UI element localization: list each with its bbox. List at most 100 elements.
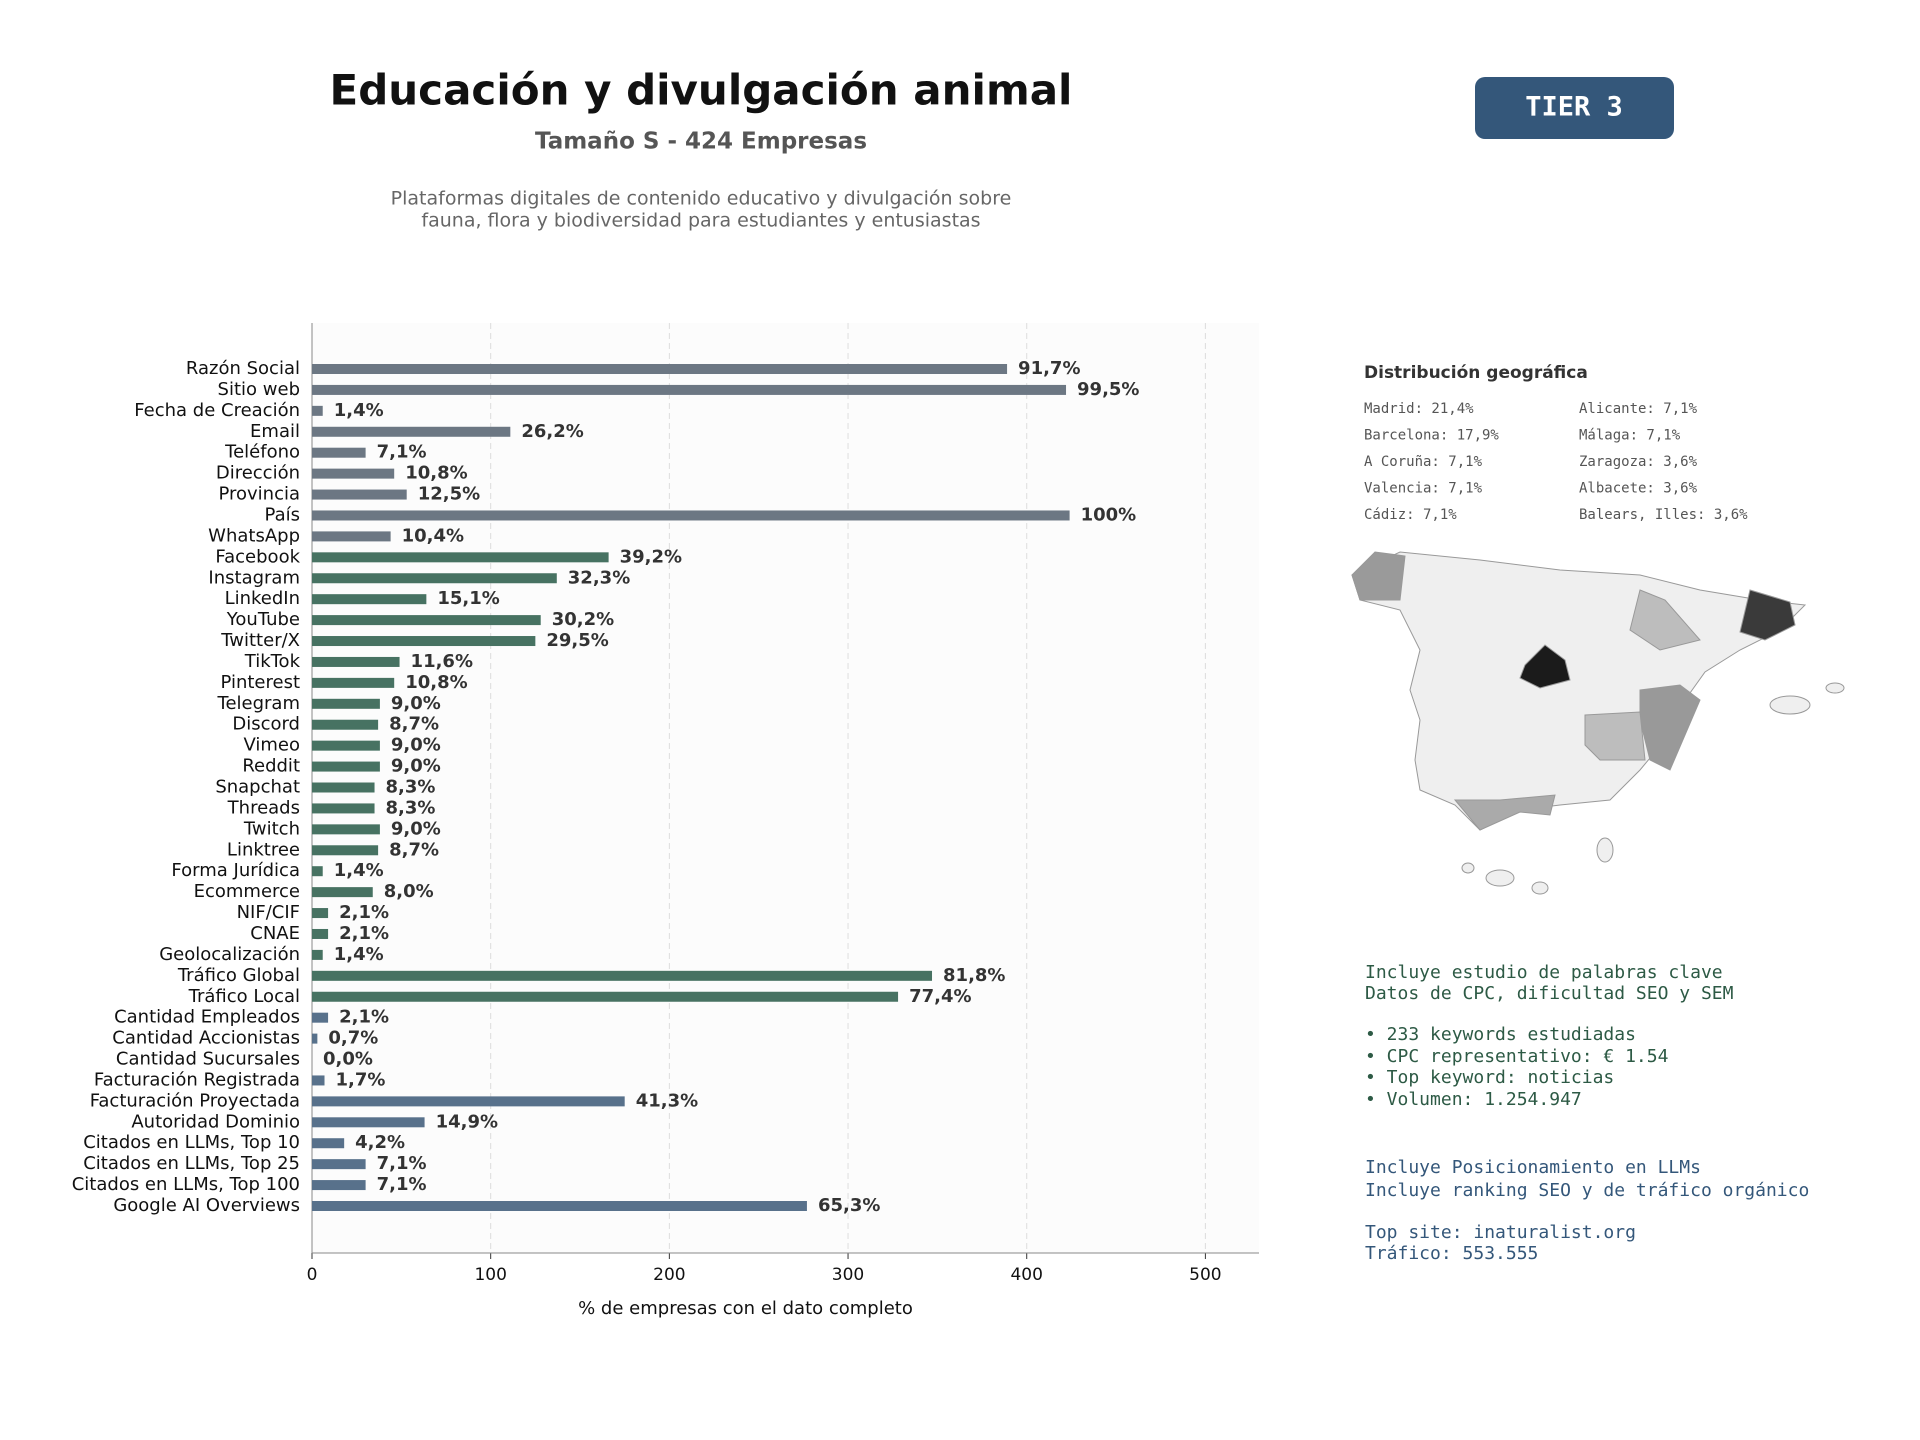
canarias [1596, 837, 1614, 863]
value-label: 9,0% [391, 756, 441, 777]
value-label: 77,4% [909, 986, 971, 1007]
y-tick-label: Discord [232, 714, 300, 735]
bar [312, 531, 391, 542]
llm-info: Tráfico: 553.555 [1365, 1243, 1538, 1264]
mainland [1351, 551, 1807, 831]
bar [312, 1012, 329, 1023]
baleares [1825, 682, 1845, 694]
y-tick-label: CNAE [250, 923, 300, 944]
y-tick-label: Autoridad Dominio [131, 1111, 300, 1132]
x-tick-label: 100 [474, 1265, 506, 1285]
bar [312, 510, 1070, 521]
bar [312, 636, 536, 647]
tier-badge [1475, 77, 1674, 139]
y-tick-label: LinkedIn [225, 588, 300, 609]
value-label: 15,1% [437, 588, 499, 609]
y-tick-label: Citados en LLMs, Top 100 [72, 1174, 300, 1195]
bar [312, 949, 323, 960]
bar [312, 677, 395, 688]
value-label: 2,1% [339, 902, 389, 923]
chart-title: Educación y divulgación animal [330, 66, 1073, 115]
y-tick-label: País [265, 504, 300, 525]
value-label: 100% [1081, 504, 1137, 525]
value-label: 8,3% [386, 797, 436, 818]
x-axis-label: % de empresas con el dato completo [578, 1298, 913, 1319]
canarias [1531, 881, 1549, 895]
value-label: 9,0% [391, 818, 441, 839]
value-label: 30,2% [552, 609, 614, 630]
y-tick-label: Instagram [208, 567, 300, 588]
bar [312, 384, 1067, 395]
geo-item: Málaga: 7,1% [1579, 428, 1681, 444]
geo-item: Albacete: 3,6% [1579, 481, 1698, 497]
value-label: 10,8% [405, 463, 467, 484]
geo-item: Balears, Illes: 3,6% [1579, 507, 1748, 523]
llm-info: Incluye ranking SEO y de tráfico orgánic… [1365, 1180, 1809, 1201]
bar [312, 426, 511, 437]
value-label: 8,3% [386, 777, 436, 798]
bar [312, 740, 380, 751]
y-tick-label: Forma Jurídica [171, 860, 300, 881]
bar [312, 1159, 366, 1170]
y-tick-label: Telegram [217, 693, 300, 714]
bar [312, 656, 400, 667]
value-label: 81,8% [943, 965, 1005, 986]
y-tick-label: Facebook [215, 546, 300, 567]
geo-item: Madrid: 21,4% [1364, 401, 1474, 417]
value-label: 4,2% [355, 1132, 405, 1153]
y-tick-label: Tráfico Global [177, 965, 300, 986]
y-tick-label: WhatsApp [208, 525, 300, 546]
y-tick-label: Cantidad Empleados [114, 1007, 300, 1028]
description: fauna, flora y biodiversidad para estudi… [421, 210, 980, 232]
value-label: 91,7% [1018, 358, 1080, 379]
geo-item: Zaragoza: 3,6% [1579, 454, 1698, 470]
keyword-info: Datos de CPC, dificultad SEO y SEM [1365, 983, 1734, 1004]
x-tick-label: 300 [832, 1265, 864, 1285]
x-tick-label: 500 [1189, 1265, 1221, 1285]
value-label: 99,5% [1077, 379, 1139, 400]
value-label: 0,7% [328, 1028, 378, 1049]
bar [312, 1033, 318, 1044]
bar [312, 908, 329, 919]
geo-item: Cádiz: 7,1% [1364, 507, 1457, 523]
y-tick-label: Citados en LLMs, Top 10 [83, 1132, 300, 1153]
bar [312, 1117, 425, 1128]
region-zaragoza [1629, 589, 1701, 651]
y-tick-label: Sitio web [218, 379, 300, 400]
y-tick-label: Vimeo [243, 735, 300, 756]
bar [312, 698, 380, 709]
keyword-info: • 233 keywords estudiadas [1365, 1024, 1636, 1045]
value-label: 7,1% [377, 1153, 427, 1174]
bar [312, 782, 375, 793]
description: Plataformas digitales de contenido educa… [391, 188, 1012, 210]
y-tick-label: Provincia [218, 484, 300, 505]
geo-item: Barcelona: 17,9% [1364, 428, 1499, 444]
y-tick-label: Twitch [243, 818, 300, 839]
tier-label: TIER 3 [1525, 92, 1623, 123]
y-tick-label: Snapchat [215, 777, 300, 798]
y-tick-label: Cantidad Accionistas [112, 1028, 300, 1049]
y-tick-label: TikTok [244, 651, 301, 672]
value-label: 7,1% [377, 442, 427, 463]
value-label: 0,0% [323, 1049, 373, 1070]
llm-info: Incluye Posicionamiento en LLMs [1365, 1157, 1701, 1178]
bar [312, 761, 380, 772]
region-barcelona [1739, 589, 1796, 641]
llm-info: Top site: inaturalist.org [1365, 1222, 1636, 1243]
value-label: 1,4% [334, 944, 384, 965]
keyword-info: • Volumen: 1.254.947 [1365, 1089, 1582, 1110]
value-label: 39,2% [620, 546, 682, 567]
canarias [1461, 862, 1475, 874]
value-label: 9,0% [391, 693, 441, 714]
bar [312, 573, 557, 584]
y-tick-label: Dirección [216, 463, 300, 484]
y-tick-label: Ecommerce [194, 881, 300, 902]
y-tick-label: NIF/CIF [237, 902, 300, 923]
bar [312, 970, 933, 981]
region-valencia [1639, 684, 1701, 771]
bar [312, 468, 395, 479]
x-tick-label: 0 [307, 1265, 318, 1285]
keyword-info: Incluye estudio de palabras clave [1365, 962, 1723, 983]
bar [312, 1180, 366, 1191]
value-label: 7,1% [377, 1174, 427, 1195]
